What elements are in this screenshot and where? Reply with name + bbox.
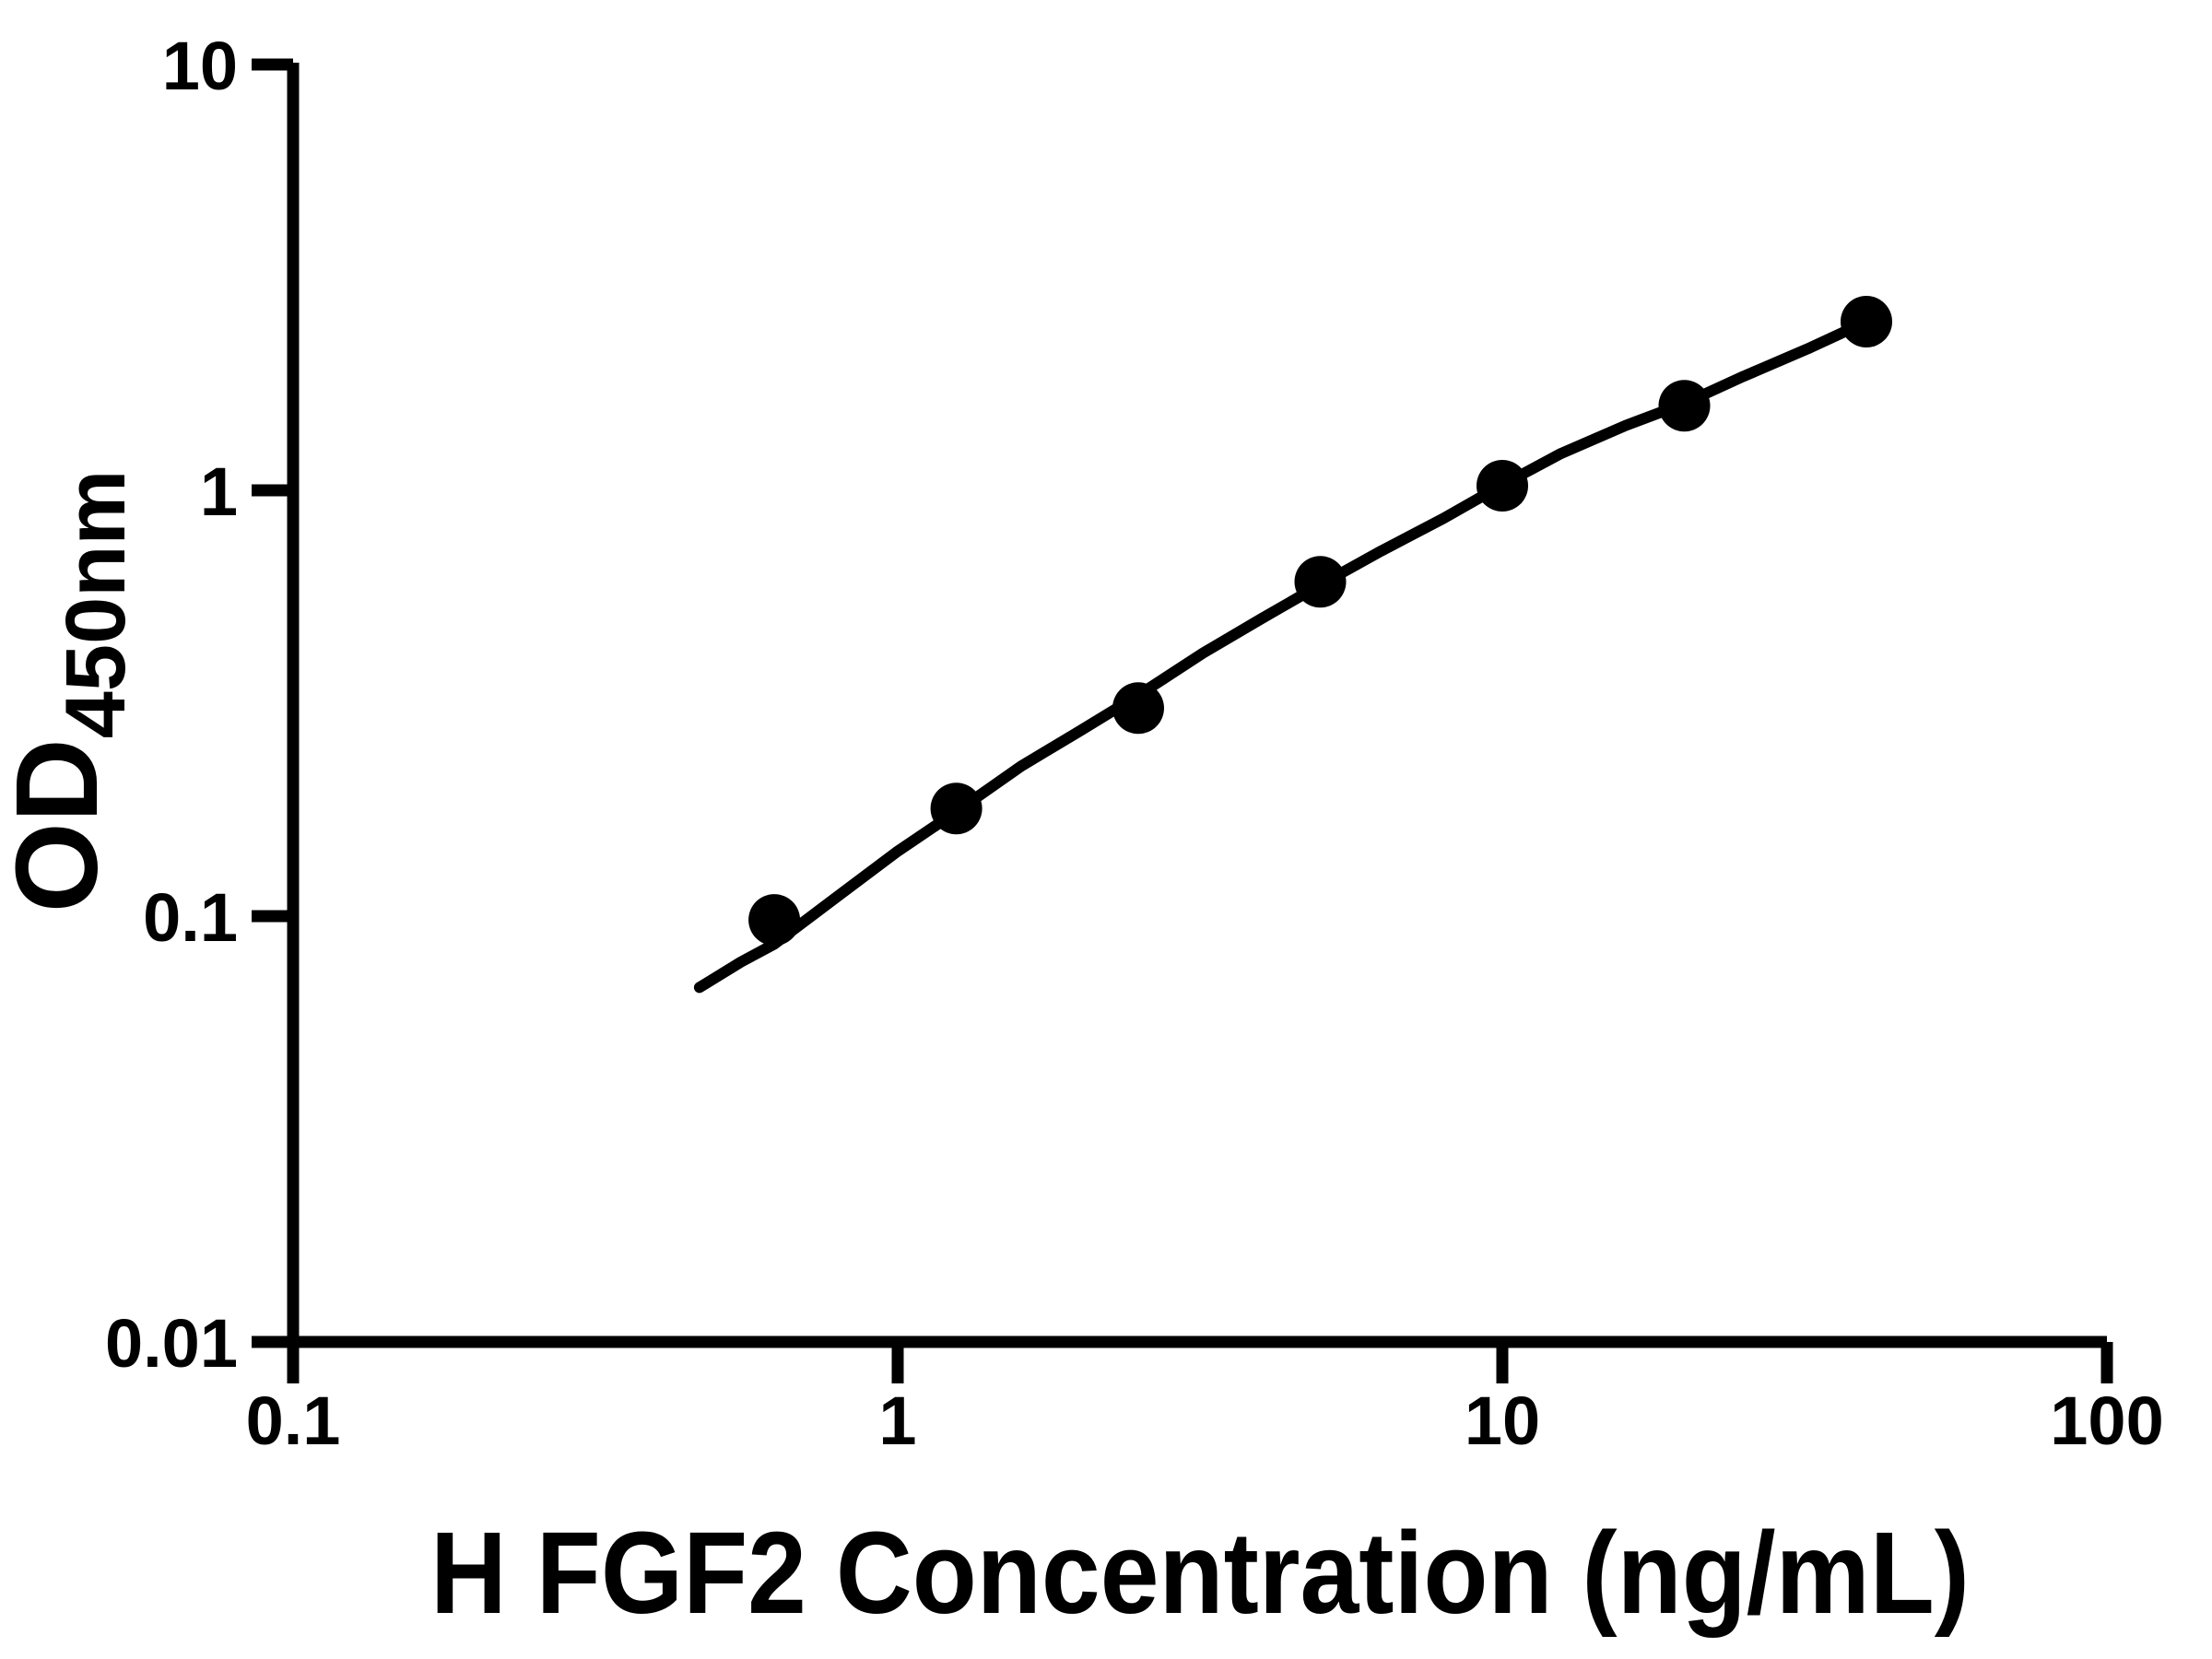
y-tick-label: 10 [162,28,238,104]
y-tick-label: 0.1 [143,879,238,956]
y-axis-title-subscript: 450nm [49,470,143,739]
y-axis-title: OD450nm [0,470,143,913]
y-tick-label: 1 [200,453,238,530]
data-point [1658,380,1711,432]
x-tick-label: 10 [1465,1382,1540,1459]
data-point [1841,296,1892,347]
x-tick-label: 100 [2050,1382,2163,1459]
data-point [748,894,801,947]
x-axis-title: H FGF2 Concentration (ng/mL) [430,1508,1970,1638]
data-point [1294,556,1347,608]
x-tick-label: 1 [878,1382,916,1459]
y-axis-title-main: OD [0,738,122,912]
axis-spine [287,63,2107,1348]
x-tick-label: 0.1 [246,1382,341,1459]
y-tick-label: 0.01 [105,1305,238,1382]
data-point [1112,682,1164,735]
data-point [1477,460,1528,512]
data-point [930,782,982,835]
